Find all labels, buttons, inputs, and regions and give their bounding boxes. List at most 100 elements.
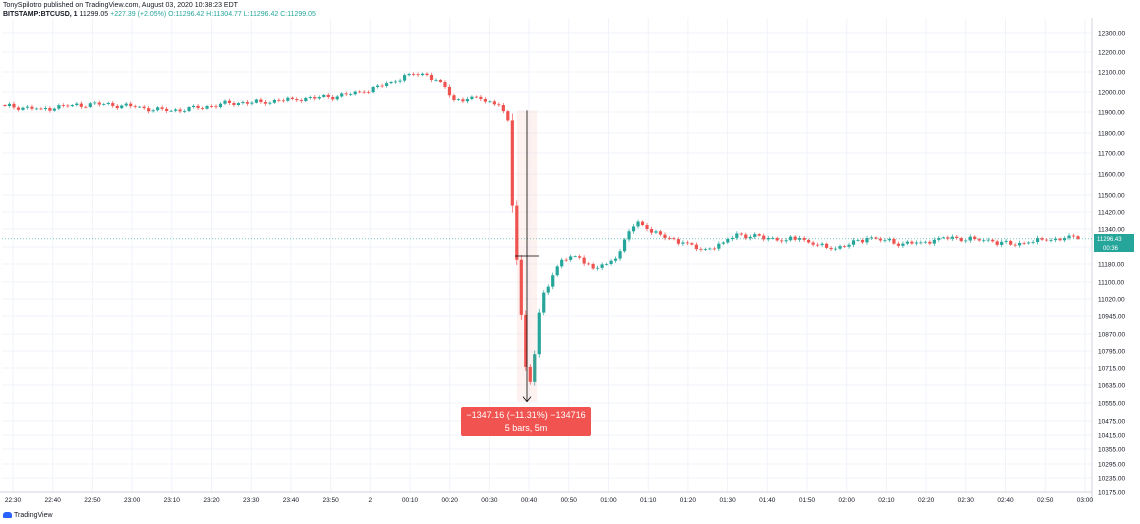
candle-body: [178, 109, 182, 112]
candle-body: [169, 110, 173, 112]
candle-body: [39, 108, 43, 110]
candle-body: [609, 260, 613, 264]
candle-body: [7, 103, 12, 106]
x-tick-label: 00:50: [561, 497, 578, 504]
candle: [227, 98, 232, 105]
candle: [569, 254, 573, 262]
candle: [241, 100, 245, 105]
candle: [191, 104, 196, 109]
candle: [281, 98, 285, 103]
candle-body: [649, 229, 654, 233]
candle-body: [995, 241, 999, 245]
candle: [735, 231, 739, 241]
candle-body: [1000, 241, 1004, 245]
candle: [232, 101, 236, 107]
candle-body: [25, 106, 30, 108]
x-tick-label: 23:50: [322, 497, 339, 504]
y-tick-label: 12200.00: [1098, 50, 1125, 57]
x-tick-label: 00:40: [521, 497, 538, 504]
candle: [353, 90, 357, 96]
candle-body: [905, 241, 909, 244]
candle: [156, 106, 160, 112]
candle: [712, 246, 716, 251]
candle-body: [277, 99, 281, 101]
candle: [910, 240, 914, 245]
candle: [263, 99, 267, 106]
candle: [892, 237, 896, 245]
candle-body: [133, 106, 137, 107]
y-tick-label: 11900.00: [1098, 110, 1125, 117]
candle: [277, 98, 281, 103]
candle-body: [667, 238, 672, 239]
candle-body: [43, 108, 48, 109]
candle: [959, 236, 963, 243]
candle-body: [991, 239, 995, 242]
candle-body: [739, 233, 743, 235]
candle-body: [223, 100, 227, 104]
candle-body: [869, 237, 874, 239]
candle-body: [218, 103, 223, 108]
candle-body: [97, 102, 101, 105]
candle-body: [640, 221, 645, 226]
candle: [1040, 236, 1044, 242]
x-tick-label: 23:30: [243, 497, 260, 504]
candle-body: [551, 275, 555, 287]
candle: [838, 244, 842, 251]
candle-body: [784, 240, 788, 242]
candle: [102, 102, 106, 106]
current-price-text: 11296.43: [1097, 237, 1122, 243]
candle-body: [824, 243, 829, 248]
candle: [3, 104, 7, 107]
candle: [335, 94, 339, 101]
candle: [685, 240, 690, 246]
candle: [703, 247, 707, 252]
candle: [169, 109, 173, 113]
candle: [982, 238, 986, 243]
candle: [200, 106, 205, 111]
candle: [537, 308, 541, 358]
candle: [393, 79, 398, 84]
candle-body: [57, 105, 61, 109]
candle-body: [16, 107, 21, 110]
candle: [380, 83, 384, 88]
candle-body: [977, 239, 981, 241]
candle: [654, 229, 658, 235]
candle: [968, 234, 972, 243]
candle: [631, 224, 636, 234]
candle: [1031, 239, 1035, 245]
candle-body: [569, 256, 573, 260]
candle-body: [1018, 242, 1022, 246]
candle-body: [717, 243, 721, 249]
candle-body: [676, 239, 681, 244]
candle-body: [425, 73, 429, 75]
candle: [883, 238, 887, 243]
candle-body: [232, 103, 236, 105]
candle: [160, 105, 164, 111]
candle-body: [299, 100, 303, 102]
symbol-line: BITSTAMP:BTCUSD, 1 11299.05 +227.39 (+2.…: [3, 11, 316, 18]
candle-body: [712, 248, 716, 250]
candle: [488, 100, 492, 103]
candle: [708, 247, 712, 251]
measure-arrow-head: [522, 396, 532, 403]
candle: [124, 102, 128, 108]
candle: [97, 100, 101, 107]
candle-body: [182, 111, 187, 112]
candle: [542, 290, 546, 316]
candle: [447, 84, 452, 98]
candle: [429, 72, 434, 83]
x-tick-label: 02:30: [958, 497, 975, 504]
candle-body: [681, 242, 685, 244]
candle: [187, 106, 191, 113]
x-tick-label: 23:20: [203, 497, 220, 504]
x-tick-label: 01:00: [600, 497, 617, 504]
candle-body: [263, 102, 267, 104]
candle: [483, 97, 487, 104]
candle: [344, 91, 348, 97]
candle-body: [295, 99, 299, 101]
y-tick-label: 11700.00: [1098, 151, 1125, 158]
candle: [1049, 237, 1053, 243]
candle-body: [851, 240, 856, 245]
candle: [299, 98, 303, 103]
